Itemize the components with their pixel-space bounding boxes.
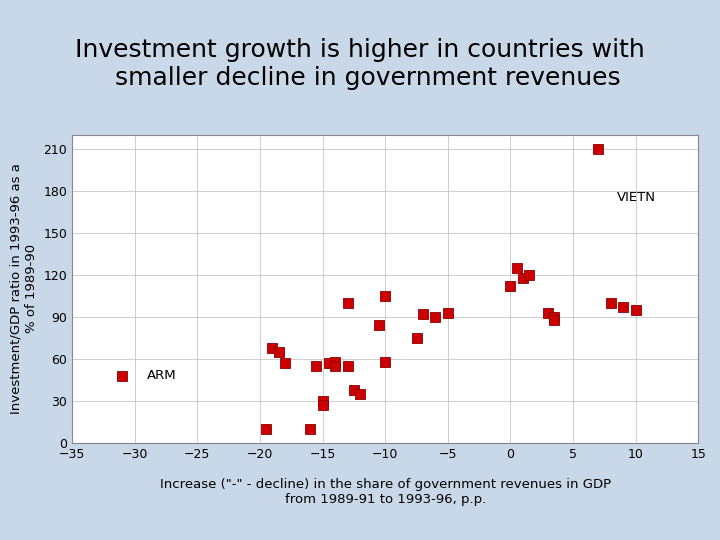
Text: Increase ("-" - decline) in the share of government revenues in GDP
from 1989-91: Increase ("-" - decline) in the share of… — [160, 478, 611, 506]
Point — [342, 362, 354, 370]
Point — [549, 313, 560, 321]
Point — [549, 315, 560, 324]
Point — [261, 424, 272, 433]
Text: VIETN: VIETN — [617, 192, 656, 205]
Point — [117, 372, 128, 380]
Point — [348, 386, 360, 394]
Point — [511, 264, 523, 272]
Point — [505, 282, 516, 291]
Point — [317, 396, 328, 405]
Point — [323, 359, 335, 367]
Text: Investment growth is higher in countries with
  smaller decline in government re: Investment growth is higher in countries… — [75, 38, 645, 90]
Point — [542, 308, 554, 317]
Point — [354, 389, 366, 398]
Text: ARM: ARM — [147, 369, 177, 382]
Point — [618, 303, 629, 312]
Point — [310, 362, 322, 370]
Point — [517, 273, 528, 282]
Point — [273, 348, 284, 356]
Point — [317, 401, 328, 409]
Point — [329, 357, 341, 366]
Point — [442, 308, 454, 317]
Point — [630, 306, 642, 314]
Point — [373, 321, 384, 329]
Point — [523, 271, 535, 279]
Point — [379, 292, 391, 300]
Point — [305, 424, 316, 433]
Point — [266, 343, 278, 352]
Point — [410, 334, 422, 342]
Point — [379, 357, 391, 366]
Point — [329, 362, 341, 370]
Y-axis label: Investment/GDP ratio in 1993-96 as a
% of 1989-90: Investment/GDP ratio in 1993-96 as a % o… — [9, 164, 37, 414]
Point — [342, 299, 354, 307]
Point — [417, 310, 428, 319]
Point — [605, 299, 616, 307]
Point — [430, 313, 441, 321]
Point — [593, 145, 604, 153]
Point — [279, 359, 291, 367]
